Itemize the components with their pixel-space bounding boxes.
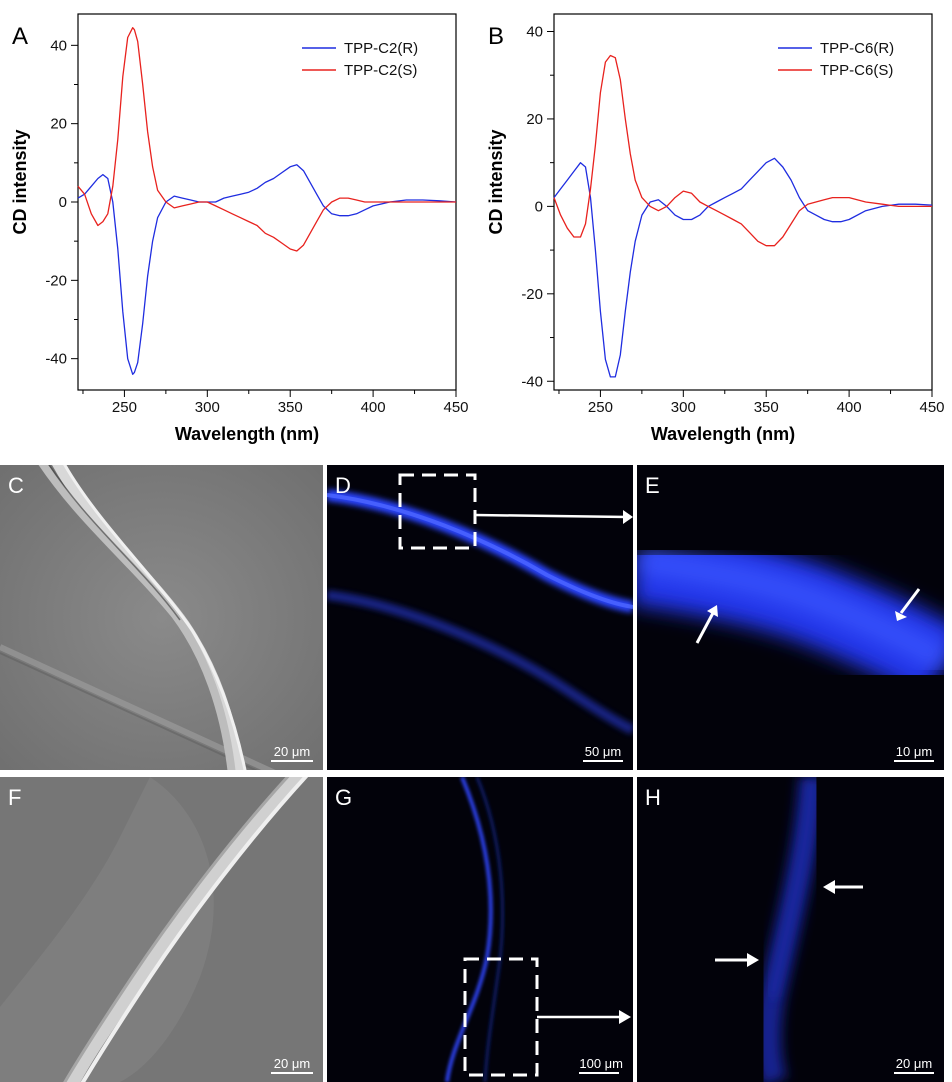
sem-twisted-fiber-image [0, 465, 323, 770]
series-line-s [77, 27, 456, 252]
legend-entry: TPP-C2(R) [344, 40, 418, 57]
legend-entry: TPP-C6(R) [820, 40, 894, 57]
y-tick-label: 0 [59, 194, 67, 211]
cd-spectrum-plot-a: 250 300 350 400 450 -40 -20 0 20 40 Wavelength (nm… [10, 13, 469, 444]
y-tick-label: -20 [45, 272, 67, 289]
series-line-s [553, 54, 932, 247]
x-tick-label: 250 [112, 399, 137, 416]
scale-bar-f: 20 μm [271, 1056, 313, 1074]
fluorescence-image-panel-h: H 20 μm [637, 777, 944, 1082]
panel-label-c: C [8, 473, 24, 498]
y-tick-label: 20 [50, 116, 67, 133]
panel-label-g: G [335, 785, 353, 810]
scale-bar-f-text: 20 μm [273, 1056, 311, 1071]
fluorescence-image-panel-d: D 50 μm [327, 465, 633, 770]
x-tick-label: 450 [443, 399, 468, 416]
fluorescence-fiber-image-g [327, 777, 633, 1082]
sem-image-panel-c: C 20 μm [0, 465, 323, 770]
scale-bar-g: 100 μm [579, 1056, 623, 1074]
scale-bar-h: 20 μm [894, 1056, 934, 1074]
series-line-r [77, 164, 457, 375]
y-tick-label: 20 [526, 111, 543, 128]
y-axis-label: CD intensity [486, 129, 506, 234]
scale-bar-d-text: 50 μm [584, 744, 622, 759]
scale-bar-g-text: 100 μm [579, 1056, 623, 1071]
scale-bar-c-text: 20 μm [273, 744, 311, 759]
panel-label-d: D [335, 473, 351, 498]
plot-frame-b [553, 13, 933, 391]
fluorescence-fiber-image-h [637, 777, 944, 1082]
x-tick-label: 350 [278, 399, 303, 416]
fluorescence-image-panel-e: E 10 μm [637, 465, 944, 770]
x-axis-label: Wavelength (nm) [651, 424, 795, 444]
y-tick-label: 40 [526, 23, 543, 40]
panel-label-b: B [488, 23, 504, 50]
scale-bar-e-text: 10 μm [895, 744, 933, 759]
fluorescence-fiber-image-e [637, 465, 944, 770]
x-tick-label: 450 [919, 399, 944, 416]
scale-bar-h-text: 20 μm [895, 1056, 933, 1071]
y-tick-label: -40 [521, 373, 543, 390]
x-tick-label: 350 [754, 399, 779, 416]
y-axis-label: CD intensity [10, 129, 30, 234]
y-tick-label: -40 [45, 351, 67, 368]
y-tick-label: -20 [521, 286, 543, 303]
cd-spectrum-plot-b: 250 300 350 400 450 -40 -20 0 20 40 Wavelength (nm… [486, 13, 945, 444]
x-tick-label: 400 [837, 399, 862, 416]
scale-bar-c: 20 μm [271, 744, 313, 762]
fluorescence-image-panel-g: G 100 μm [327, 777, 633, 1082]
x-tick-label: 250 [588, 399, 613, 416]
sem-image-panel-f: F 20 μm [0, 777, 323, 1082]
y-tick-label: 40 [50, 37, 67, 54]
scale-bar-e: 10 μm [894, 744, 934, 762]
scale-bar-d: 50 μm [583, 744, 623, 762]
panel-label-f: F [8, 785, 22, 810]
sem-twisted-fiber-image-f [0, 777, 323, 1082]
x-tick-label: 300 [195, 399, 220, 416]
legend-entry: TPP-C2(S) [344, 62, 417, 79]
x-tick-label: 400 [361, 399, 386, 416]
series-line-r [553, 157, 933, 378]
x-axis-label: Wavelength (nm) [175, 424, 319, 444]
fluorescence-fiber-image-d [327, 465, 633, 770]
legend-entry: TPP-C6(S) [820, 62, 893, 79]
y-tick-label: 0 [535, 198, 543, 215]
panel-label-e: E [645, 473, 660, 498]
cd-spectrum-chart-b: 250 300 350 400 450 -40 -20 0 20 40 Wavelength (nm… [476, 0, 952, 460]
panel-label-a: A [12, 23, 28, 50]
cd-spectrum-chart-a: 250 300 350 400 450 -40 -20 0 20 40 Wavelength (nm… [0, 0, 476, 460]
panel-label-h: H [645, 785, 661, 810]
x-tick-label: 300 [671, 399, 696, 416]
